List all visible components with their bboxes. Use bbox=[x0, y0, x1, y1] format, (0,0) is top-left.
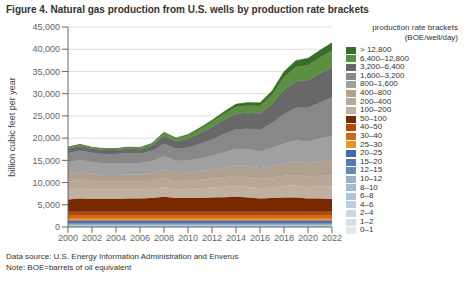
html-text:100–200: 100–200 bbox=[360, 105, 392, 115]
html-text:400–800: 400–800 bbox=[360, 88, 392, 97]
html-text:Data source: U.S. Energy Infor: Data source: U.S. Energy Information Adm… bbox=[6, 252, 239, 261]
html-text:800–1,600: 800–1,600 bbox=[360, 79, 398, 89]
html-text:6–8: 6–8 bbox=[360, 191, 374, 201]
html-text:25–30: 25–30 bbox=[360, 139, 383, 149]
svg-text:30,000: 30,000 bbox=[32, 89, 60, 99]
svg-text:2006: 2006 bbox=[130, 233, 150, 243]
html-text:3,200–6,400: 3,200–6,400 bbox=[360, 62, 405, 72]
html-text:1–2: 1–2 bbox=[360, 216, 374, 226]
svg-text:45,000: 45,000 bbox=[32, 22, 60, 32]
html-text:Note: BOE=barrels of oil equiv: Note: BOE=barrels of oil equivalent bbox=[6, 263, 132, 272]
svg-text:20,000: 20,000 bbox=[32, 133, 60, 143]
html-text:Figure 4. Natural gas producti: Figure 4. Natural gas production from U.… bbox=[6, 4, 369, 15]
html-text:15–20: 15–20 bbox=[360, 156, 383, 166]
svg-text:2010: 2010 bbox=[178, 233, 198, 243]
html-text:10–12: 10–12 bbox=[360, 173, 383, 183]
html-text:> 12,800: > 12,800 bbox=[360, 45, 392, 54]
html-text:0–1: 0–1 bbox=[360, 225, 374, 235]
html-text:4–6: 4–6 bbox=[360, 199, 374, 209]
svg-text:5,000: 5,000 bbox=[37, 200, 60, 210]
html-text:30–40: 30–40 bbox=[360, 130, 383, 140]
svg-text:2018: 2018 bbox=[274, 233, 294, 243]
svg-text:2012: 2012 bbox=[202, 233, 222, 243]
svg-text:2000: 2000 bbox=[58, 233, 78, 243]
svg-text:25,000: 25,000 bbox=[32, 111, 60, 121]
html-text:2–4: 2–4 bbox=[360, 208, 374, 218]
svg-text:15,000: 15,000 bbox=[32, 156, 60, 166]
svg-text:40,000: 40,000 bbox=[32, 44, 60, 54]
svg-text:2002: 2002 bbox=[82, 233, 102, 243]
svg-text:2022: 2022 bbox=[322, 233, 342, 243]
html-text:12–15: 12–15 bbox=[360, 165, 383, 175]
svg-text:2016: 2016 bbox=[250, 233, 270, 243]
svg-text:2004: 2004 bbox=[106, 233, 126, 243]
html-text:50–100: 50–100 bbox=[360, 113, 387, 123]
html-text:6,400–12,800: 6,400–12,800 bbox=[360, 53, 409, 63]
html-text:production rate brackets (BOE/: production rate brackets (BOE/well/day) bbox=[372, 23, 458, 42]
svg-text:0: 0 bbox=[55, 222, 60, 232]
html-text:200–400: 200–400 bbox=[360, 96, 392, 106]
svg-text:2020: 2020 bbox=[298, 233, 318, 243]
html-text:20–25: 20–25 bbox=[360, 148, 383, 158]
html-text:8–10: 8–10 bbox=[360, 182, 378, 192]
html-text:40–50: 40–50 bbox=[360, 122, 383, 132]
html-text:1,600–3,200: 1,600–3,200 bbox=[360, 70, 405, 80]
svg-text:35,000: 35,000 bbox=[32, 67, 60, 77]
svg-text:10,000: 10,000 bbox=[32, 178, 60, 188]
svg-text:2008: 2008 bbox=[154, 233, 174, 243]
svg-text:billion cubic feet per year: billion cubic feet per year bbox=[8, 77, 17, 177]
svg-text:2014: 2014 bbox=[226, 233, 246, 243]
